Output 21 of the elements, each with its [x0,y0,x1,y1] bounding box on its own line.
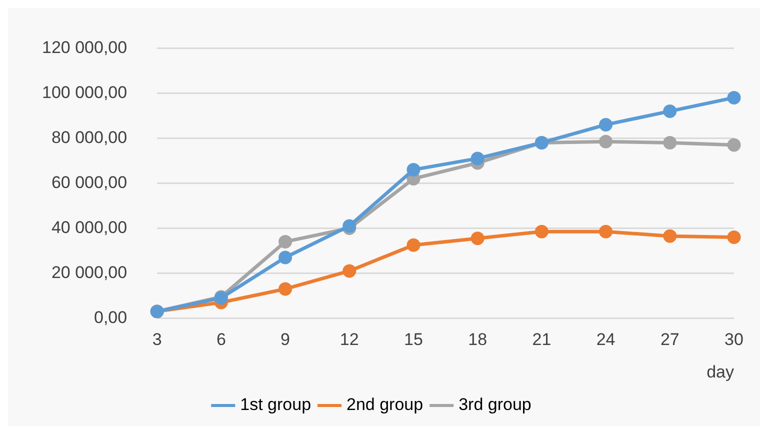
x-tick-label: 15 [404,330,423,350]
x-tick-label: 24 [596,330,616,350]
x-tick-label: 27 [660,330,680,350]
x-axis-title: day [706,362,734,382]
legend-label: 2nd group [346,395,424,414]
y-tick-label: 0,00 [94,308,128,327]
y-tick-label: 100 000,00 [42,82,128,102]
legend-label: 3rd group [458,395,532,414]
x-tick-label: 3 [152,330,162,350]
y-tick-label: 120 000,00 [42,38,128,57]
y-tick-label: 20 000,00 [51,262,128,282]
x-tick-label: 9 [280,330,290,350]
x-tick-label: 30 [724,330,744,350]
legend-label: 1st group [240,395,312,414]
y-tick-label: 80 000,00 [51,128,128,147]
x-tick-label: 12 [340,330,359,350]
y-tick-label: 40 000,00 [51,218,128,237]
x-tick-label: 6 [216,330,226,350]
y-tick-label: 60 000,00 [51,172,128,192]
x-tick-label: 21 [532,330,552,350]
x-tick-label: 18 [468,330,488,350]
